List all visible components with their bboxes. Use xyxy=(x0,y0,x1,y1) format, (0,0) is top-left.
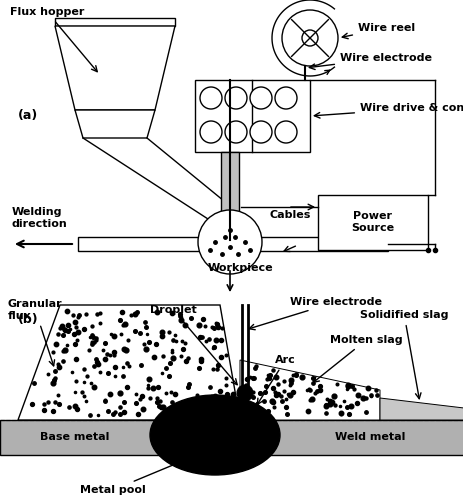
Circle shape xyxy=(237,385,252,401)
Text: Power
Source: Power Source xyxy=(350,211,394,233)
Text: Droplet: Droplet xyxy=(150,305,237,385)
Polygon shape xyxy=(379,398,463,420)
Polygon shape xyxy=(239,360,379,420)
Polygon shape xyxy=(75,110,155,138)
Circle shape xyxy=(225,121,246,143)
Polygon shape xyxy=(55,26,175,110)
Text: Workpiece: Workpiece xyxy=(207,263,272,273)
Circle shape xyxy=(250,87,271,109)
Text: Weld metal: Weld metal xyxy=(334,432,404,442)
Bar xyxy=(194,80,309,152)
Text: Wire reel: Wire reel xyxy=(342,23,414,39)
Circle shape xyxy=(275,87,296,109)
Bar xyxy=(220,152,238,220)
Text: Welding
direction: Welding direction xyxy=(12,208,68,229)
Text: Wire electrode: Wire electrode xyxy=(309,53,431,70)
Circle shape xyxy=(282,10,337,66)
Circle shape xyxy=(198,210,262,274)
Ellipse shape xyxy=(150,395,279,475)
Text: Granular
flux: Granular flux xyxy=(8,299,63,366)
Polygon shape xyxy=(220,220,238,234)
Bar xyxy=(55,18,175,26)
Polygon shape xyxy=(18,305,239,420)
Circle shape xyxy=(301,30,317,46)
Text: Base metal: Base metal xyxy=(40,432,109,442)
Text: (b): (b) xyxy=(18,313,38,327)
Text: Flux hopper: Flux hopper xyxy=(10,7,97,72)
Text: Cables: Cables xyxy=(269,210,310,220)
Bar xyxy=(78,237,387,251)
Text: Molten slag: Molten slag xyxy=(313,335,402,383)
Circle shape xyxy=(225,87,246,109)
Circle shape xyxy=(200,87,221,109)
Text: (a): (a) xyxy=(18,108,38,121)
Text: Wire drive & control: Wire drive & control xyxy=(313,103,463,118)
Bar xyxy=(317,195,427,250)
Bar xyxy=(0,420,463,455)
Text: Arc: Arc xyxy=(257,355,295,404)
Circle shape xyxy=(200,121,221,143)
Text: Wire electrode: Wire electrode xyxy=(249,297,381,330)
Text: Metal pool: Metal pool xyxy=(80,461,181,495)
Text: Solidified slag: Solidified slag xyxy=(359,310,448,399)
Circle shape xyxy=(250,121,271,143)
Circle shape xyxy=(275,121,296,143)
